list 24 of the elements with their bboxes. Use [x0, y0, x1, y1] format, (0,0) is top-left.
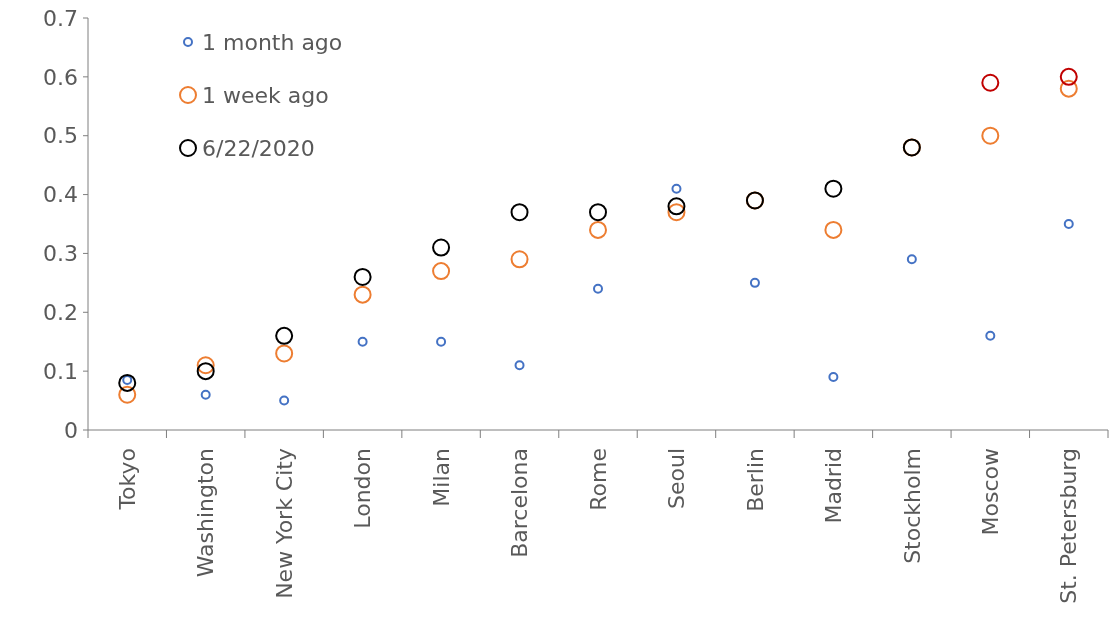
- x-tick-label: Milan: [428, 448, 454, 507]
- x-tick-label: Rome: [585, 448, 611, 511]
- x-tick-label: Barcelona: [507, 448, 533, 558]
- y-tick-label: 0: [64, 417, 78, 443]
- x-tick-label: Washington: [193, 448, 219, 578]
- y-tick-label: 0.3: [43, 241, 78, 267]
- y-tick-label: 0.7: [43, 5, 78, 31]
- x-tick-label: Berlin: [742, 448, 768, 512]
- y-tick-label: 0.1: [43, 358, 78, 384]
- legend-label: 6/22/2020: [202, 135, 315, 161]
- x-tick-label: Stockholm: [899, 448, 925, 564]
- y-tick-label: 0.6: [43, 64, 78, 90]
- y-tick-label: 0.2: [43, 299, 78, 325]
- legend-label: 1 month ago: [202, 29, 343, 55]
- x-tick-label: Madrid: [821, 448, 847, 524]
- legend-label: 1 week ago: [202, 82, 329, 108]
- x-tick-label: Seoul: [664, 448, 690, 510]
- x-tick-label: Moscow: [978, 447, 1004, 536]
- y-tick-label: 0.4: [43, 182, 78, 208]
- y-tick-label: 0.5: [43, 123, 78, 149]
- x-tick-label: London: [350, 448, 376, 529]
- x-tick-label: Tokyo: [114, 448, 140, 511]
- x-tick-label: New York City: [271, 448, 297, 599]
- x-tick-label: St. Petersburg: [1056, 448, 1082, 604]
